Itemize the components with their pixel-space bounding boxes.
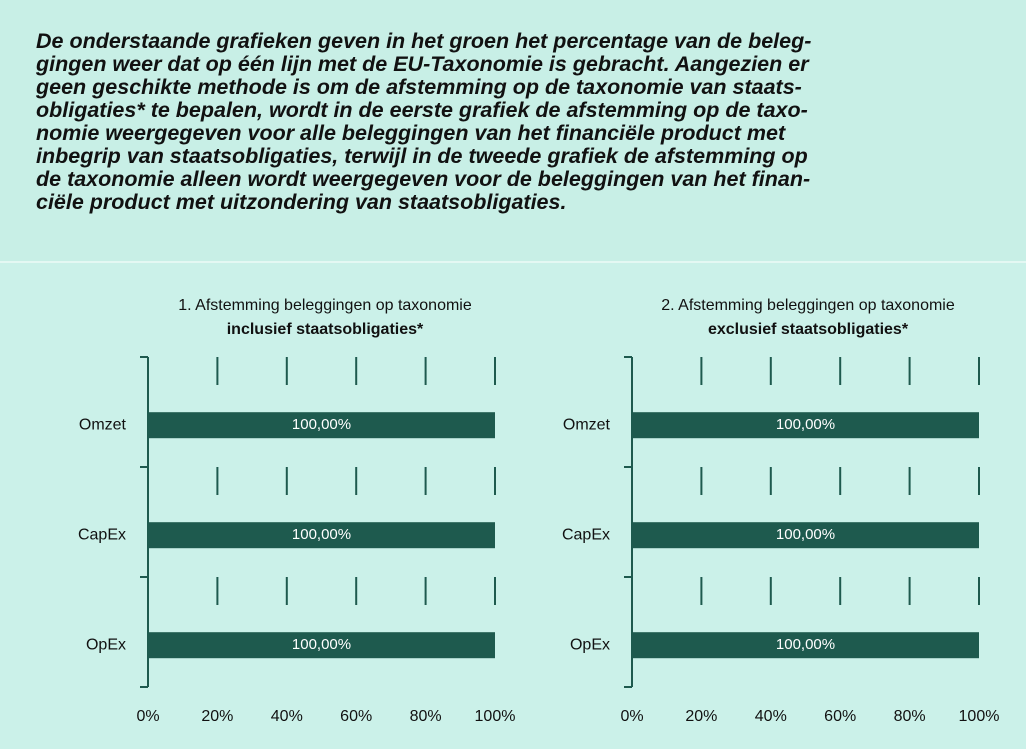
x-tick-label: 40% bbox=[271, 708, 303, 725]
category-label: CapEx bbox=[562, 526, 610, 543]
value-label: 100,00% bbox=[776, 636, 835, 653]
bar bbox=[148, 522, 495, 549]
x-tick-label: 80% bbox=[410, 708, 442, 725]
value-label: 100,00% bbox=[292, 526, 351, 543]
intro-line: ciële product met uitzondering van staat… bbox=[36, 190, 566, 214]
value-label: 100,00% bbox=[776, 526, 835, 543]
category-label: OpEx bbox=[570, 636, 610, 653]
bar bbox=[632, 522, 979, 549]
x-tick-label: 20% bbox=[685, 708, 717, 725]
value-label: 100,00% bbox=[292, 636, 351, 653]
chart-subtitle: exclusief staatsobligaties* bbox=[708, 321, 909, 338]
intro-line: gingen weer dat op één lijn met de EU-Ta… bbox=[35, 52, 810, 76]
intro-line: inbegrip van staatsobligaties, terwijl i… bbox=[36, 144, 808, 168]
category-label: OpEx bbox=[86, 636, 126, 653]
intro-line: obligaties* te bepalen, wordt in de eers… bbox=[36, 98, 808, 122]
x-tick-label: 80% bbox=[894, 708, 926, 725]
value-label: 100,00% bbox=[776, 416, 835, 433]
value-label: 100,00% bbox=[292, 416, 351, 433]
bar bbox=[148, 632, 495, 659]
bar bbox=[632, 412, 979, 439]
category-label: Omzet bbox=[563, 416, 611, 433]
intro-line: de taxonomie alleen wordt weergegeven vo… bbox=[36, 167, 810, 191]
intro-line: geen geschikte methode is om de afstemmi… bbox=[35, 75, 802, 99]
x-tick-label: 20% bbox=[201, 708, 233, 725]
x-tick-label: 60% bbox=[340, 708, 372, 725]
bar bbox=[632, 632, 979, 659]
category-label: CapEx bbox=[78, 526, 126, 543]
chart-title: 2. Afstemming beleggingen op taxonomie bbox=[661, 297, 955, 314]
x-tick-label: 40% bbox=[755, 708, 787, 725]
intro-line: nomie weergegeven voor alle beleggingen … bbox=[36, 121, 786, 145]
chart-subtitle: inclusief staatsobligaties* bbox=[227, 321, 424, 338]
x-tick-label: 100% bbox=[959, 708, 1000, 725]
x-tick-label: 60% bbox=[824, 708, 856, 725]
intro-panel bbox=[0, 0, 1026, 261]
intro-line: De onderstaande grafieken geven in het g… bbox=[36, 29, 811, 53]
category-label: Omzet bbox=[79, 416, 127, 433]
x-tick-label: 0% bbox=[620, 708, 643, 725]
bar bbox=[148, 412, 495, 439]
chart-title: 1. Afstemming beleggingen op taxonomie bbox=[178, 297, 472, 314]
x-tick-label: 100% bbox=[475, 708, 516, 725]
x-tick-label: 0% bbox=[136, 708, 159, 725]
